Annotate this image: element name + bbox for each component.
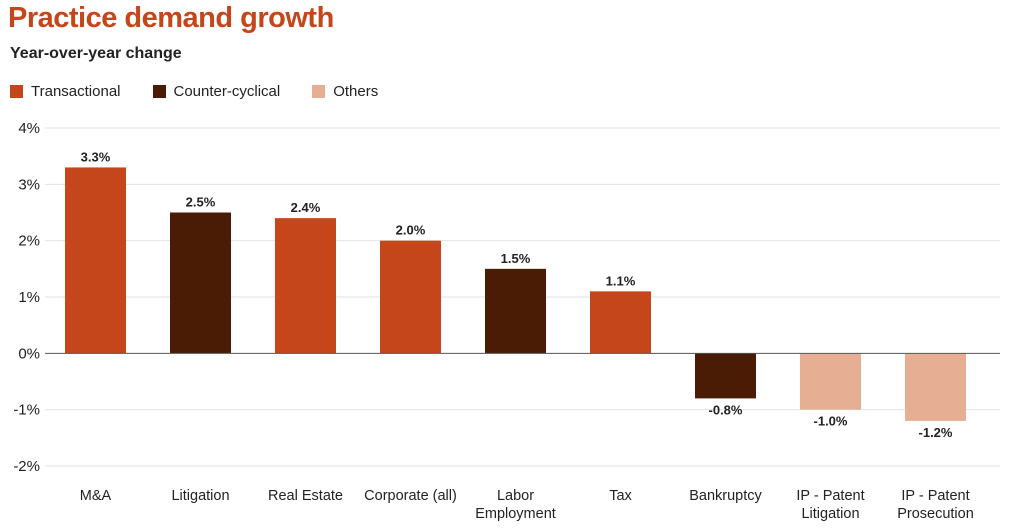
x-tick-label: Labor: [497, 488, 534, 504]
x-tick-label: Corporate (all): [364, 488, 457, 504]
x-tick-label: Employment: [475, 506, 556, 522]
bar: [800, 353, 861, 410]
bar: [485, 268, 546, 354]
data-label: 2.0%: [396, 223, 426, 238]
data-label: 2.4%: [291, 200, 321, 215]
legend-item: Counter-cyclical: [152, 83, 281, 100]
y-tick-label: 3%: [18, 176, 40, 193]
data-label: -1.0%: [814, 414, 848, 429]
bar: [905, 353, 966, 421]
y-tick-label: -1%: [13, 402, 40, 419]
x-tick-label: Tax: [609, 488, 632, 504]
data-label: 1.5%: [501, 251, 531, 266]
legend-swatch: [312, 85, 326, 98]
data-label: -0.8%: [709, 402, 743, 417]
x-tick-label: Litigation: [171, 488, 229, 504]
legend-item: Transactional: [10, 83, 121, 100]
bar: [65, 167, 126, 354]
legend-label: Others: [333, 83, 379, 100]
y-tick-label: 1%: [18, 289, 40, 306]
legend-label: Counter-cyclical: [173, 83, 281, 100]
x-tick-label: Litigation: [801, 506, 859, 522]
bar: [695, 353, 756, 399]
x-tick-label: Bankruptcy: [689, 488, 762, 504]
data-label: 1.1%: [606, 273, 636, 288]
y-tick-label: 0%: [18, 345, 40, 362]
data-label: 2.5%: [186, 195, 216, 210]
y-tick-label: -2%: [13, 458, 40, 475]
y-tick-label: 4%: [18, 120, 40, 137]
legend: Transactional Counter-cyclical Others: [10, 83, 378, 100]
data-label: -1.2%: [919, 425, 953, 440]
legend-swatch: [10, 85, 23, 98]
legend-swatch: [152, 85, 166, 98]
legend-item: Others: [312, 83, 378, 100]
x-tick-label: M&A: [80, 488, 112, 504]
y-tick-label: 2%: [18, 233, 40, 250]
data-label: 3.3%: [81, 149, 111, 164]
bar: [275, 218, 336, 354]
bar: [380, 240, 441, 354]
x-tick-label: IP - Patent: [901, 488, 969, 504]
x-tick-label: IP - Patent: [796, 488, 864, 504]
chart-title: Practice demand growth: [8, 2, 334, 34]
bar: [170, 212, 231, 354]
x-tick-label: Prosecution: [897, 506, 974, 522]
legend-label: Transactional: [31, 83, 121, 100]
bar: [590, 291, 651, 354]
chart-subtitle: Year-over-year change: [10, 45, 182, 62]
x-tick-label: Real Estate: [268, 488, 343, 504]
